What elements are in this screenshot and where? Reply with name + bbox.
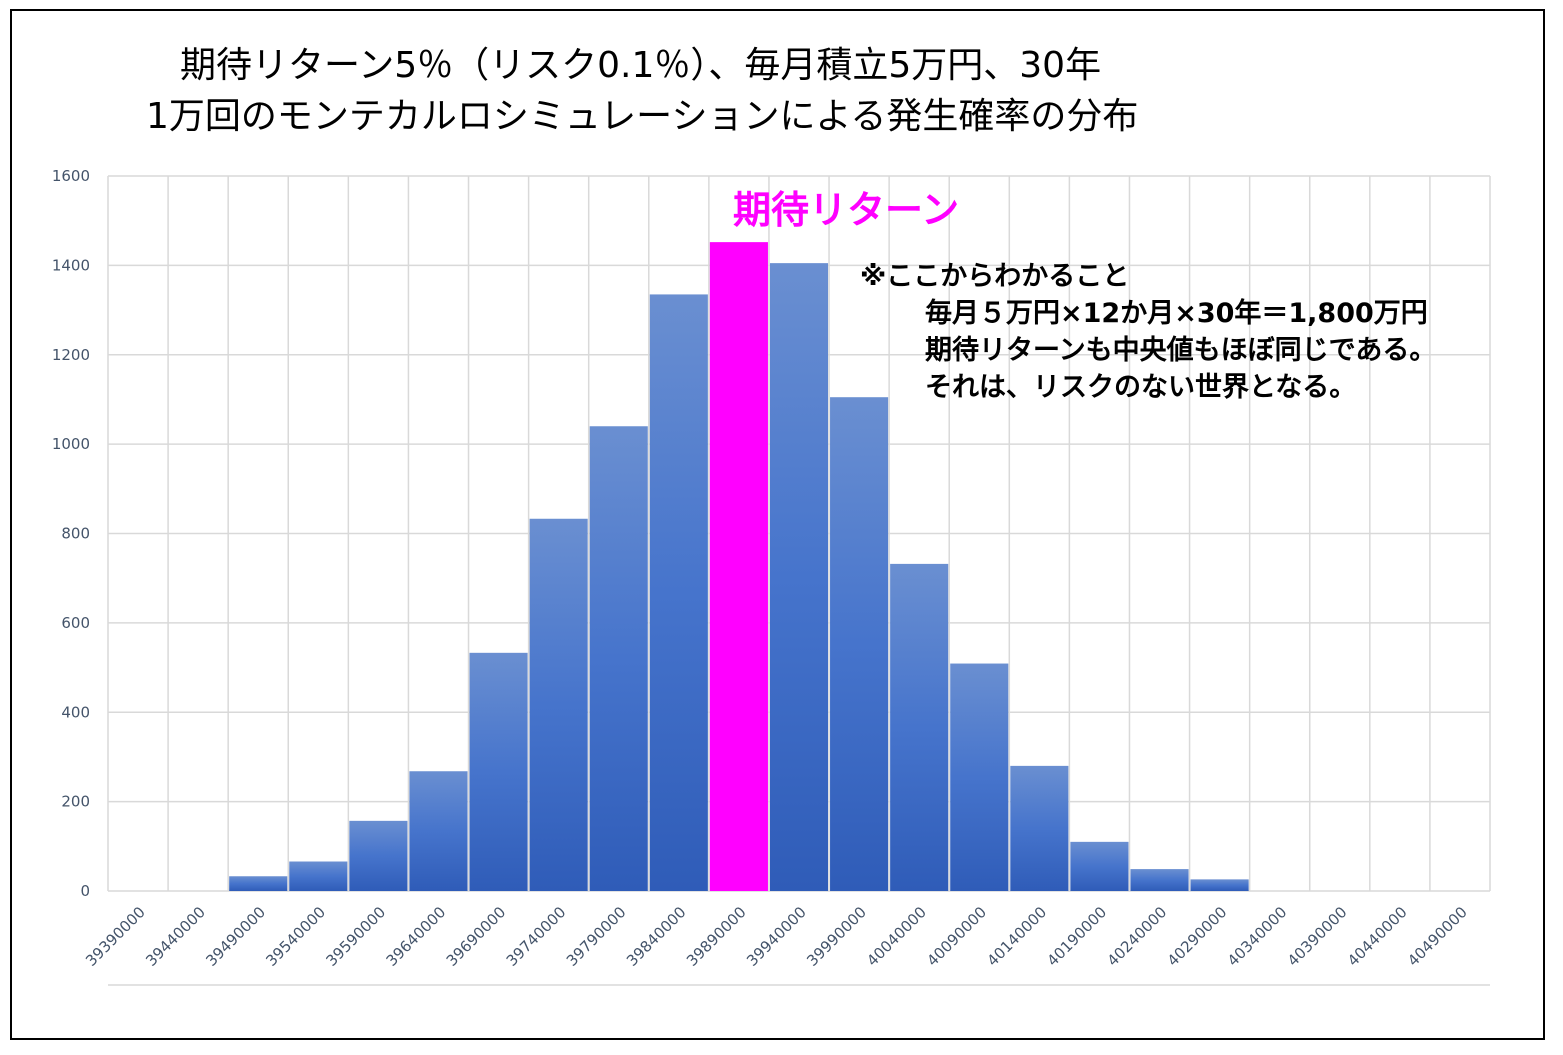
x-tick-label: 40390000 <box>1284 903 1351 970</box>
expected-return-callout: 期待リターン <box>733 188 960 232</box>
bar-39740000 <box>529 518 588 891</box>
x-tick-label: 40140000 <box>983 903 1050 970</box>
bar-40190000 <box>1070 841 1129 891</box>
annotation-note: ※ここからわかること 毎月５万円×12か月×30年＝1,800万円 期待リターン… <box>860 258 1436 406</box>
bar-40040000 <box>890 563 949 891</box>
bar-39940000 <box>769 263 829 891</box>
x-tick-label: 39740000 <box>503 903 570 970</box>
y-tick-label: 1200 <box>52 346 90 364</box>
bar-40240000 <box>1130 869 1189 891</box>
x-tick-label: 39640000 <box>383 903 450 970</box>
note-line-4: それは、リスクのない世界となる。 <box>925 372 1357 403</box>
y-tick-label: 600 <box>61 614 90 632</box>
bar-40090000 <box>950 663 1009 891</box>
x-tick-label: 40290000 <box>1164 903 1231 970</box>
bar-39690000 <box>469 652 528 891</box>
bar-39490000 <box>229 876 288 891</box>
x-tick-label: 39540000 <box>262 903 329 970</box>
x-tick-label: 39840000 <box>623 903 690 970</box>
y-tick-label: 1000 <box>52 435 90 453</box>
chart-frame: 0 200 400 600 800 1000 1200 1400 1600 39390000 39… <box>10 9 1545 1040</box>
bar-39790000 <box>589 426 648 891</box>
bar-40290000 <box>1190 879 1249 891</box>
y-tick-label: 200 <box>61 793 90 811</box>
chart-title-line-2: 1万回のモンテカルロシミュレーションによる発生確率の分布 <box>146 96 1139 137</box>
x-tick-label: 40240000 <box>1104 903 1171 970</box>
x-tick-label: 39390000 <box>82 903 149 970</box>
x-tick-label: 40190000 <box>1044 903 1111 970</box>
bar-39540000 <box>289 861 348 891</box>
bar-39590000 <box>349 820 408 891</box>
note-line-3: 期待リターンも中央値もほぼ同じである。 <box>925 335 1437 366</box>
y-tick-label: 0 <box>80 882 90 900</box>
bars <box>229 242 1249 891</box>
bar-39990000 <box>830 397 889 891</box>
note-line-1: ※ここからわかること <box>860 261 1130 292</box>
y-tick-label: 400 <box>61 703 90 721</box>
x-tick-label: 40040000 <box>863 903 930 970</box>
x-tick-label: 39590000 <box>322 903 389 970</box>
x-tick-label: 39940000 <box>743 903 810 970</box>
chart-title-line-1: 期待リターン5％（リスク0.1％）、毎月積立5万円、30年 <box>180 45 1102 86</box>
x-tick-label: 40490000 <box>1404 903 1471 970</box>
y-tick-label: 1600 <box>52 167 90 185</box>
x-tick-label: 40440000 <box>1344 903 1411 970</box>
x-tick-label: 39990000 <box>803 903 870 970</box>
x-tick-label: 39890000 <box>683 903 750 970</box>
y-tick-label: 1400 <box>52 256 90 274</box>
x-tick-label: 39490000 <box>202 903 269 970</box>
x-tick-label: 39440000 <box>142 903 209 970</box>
bar-39640000 <box>409 771 468 891</box>
grid-lines <box>107 175 1491 986</box>
x-tick-label: 40090000 <box>923 903 990 970</box>
x-tick-labels: 3939000039440000394900003954000039590000… <box>82 903 1471 970</box>
x-tick-label: 39690000 <box>443 903 510 970</box>
x-tick-label: 40340000 <box>1224 903 1291 970</box>
x-tick-label: 39790000 <box>563 903 630 970</box>
y-tick-labels: 0 200 400 600 800 1000 1200 1400 1600 <box>52 167 90 900</box>
note-line-2: 毎月５万円×12か月×30年＝1,800万円 <box>925 298 1428 329</box>
bar-40140000 <box>1010 765 1069 891</box>
bar-39840000 <box>649 294 708 891</box>
y-tick-label: 800 <box>61 525 90 543</box>
bar-39890000 <box>709 242 768 891</box>
